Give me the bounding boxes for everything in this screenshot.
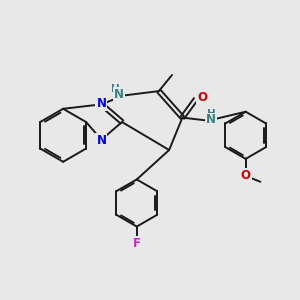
Text: O: O	[197, 92, 207, 104]
Text: O: O	[241, 169, 251, 182]
Text: N: N	[206, 113, 216, 127]
Text: F: F	[133, 237, 141, 250]
Text: H: H	[111, 84, 120, 94]
Text: N: N	[96, 134, 106, 147]
Text: N: N	[96, 97, 106, 110]
Text: H: H	[207, 109, 215, 119]
Text: N: N	[114, 88, 124, 100]
